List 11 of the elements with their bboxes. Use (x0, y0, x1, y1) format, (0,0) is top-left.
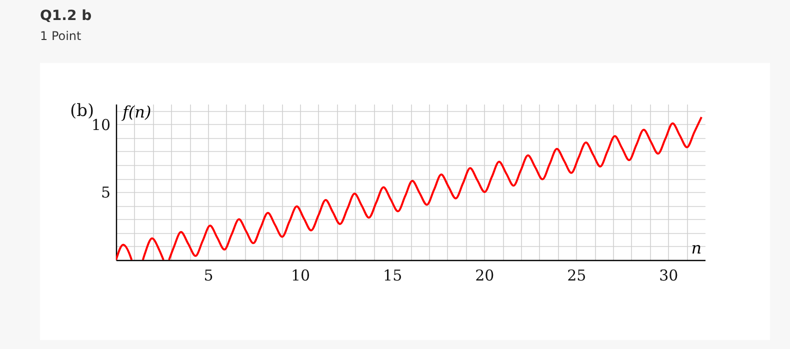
x-axis-title: n (691, 238, 702, 258)
text: (b) (70, 101, 94, 121)
chart-subtitle: 1 Point (40, 29, 82, 43)
x-tick-label: 30 (659, 266, 678, 284)
chart-title: Q1.2 b (40, 8, 92, 24)
x-tick-label: 10 (291, 266, 310, 284)
x-tick-label: 5 (204, 266, 214, 284)
x-tick-label: 15 (383, 266, 402, 284)
x-tick-label: 20 (475, 266, 494, 284)
y-axis-title: f(n) (122, 102, 152, 122)
x-tick-label: 25 (567, 266, 586, 284)
